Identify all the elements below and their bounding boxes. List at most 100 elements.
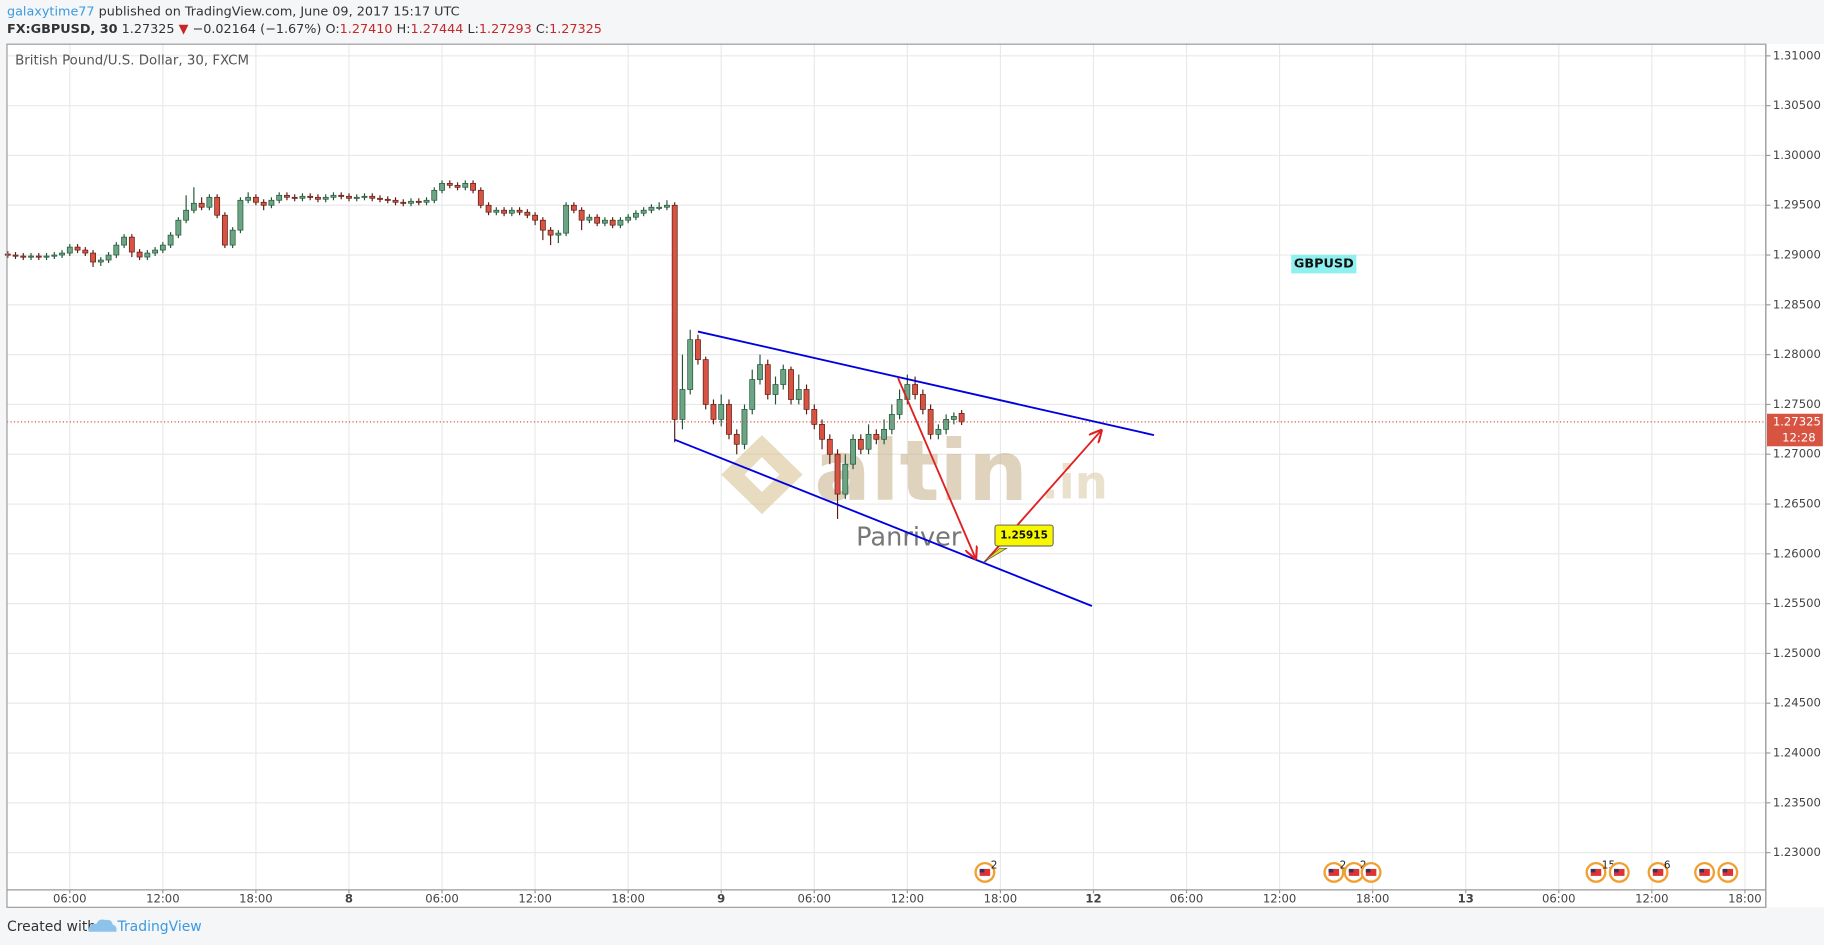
- candle-body: [105, 254, 112, 261]
- y-tick-label: 1.23000: [1773, 845, 1821, 859]
- candle-body: [446, 182, 453, 186]
- watermark: altin .in: [721, 422, 1108, 520]
- candle-body: [625, 216, 632, 221]
- event-flag: [1614, 868, 1625, 876]
- trend-line: [674, 438, 1093, 607]
- x-tick-label: 06:00: [1170, 892, 1204, 906]
- event-flag: [979, 868, 985, 873]
- candle-body: [97, 259, 104, 263]
- candle-body: [664, 204, 670, 208]
- event-flag: [1590, 868, 1596, 873]
- y-tick-label: 1.30000: [1773, 148, 1821, 162]
- candle-body: [66, 246, 73, 254]
- candle-body: [28, 255, 34, 258]
- x-tick-label: 12: [1085, 892, 1101, 906]
- candle-body: [617, 219, 624, 226]
- y-tick-label: 1.25500: [1773, 596, 1821, 610]
- candle-body: [601, 219, 608, 224]
- candle-body: [408, 200, 414, 204]
- candle-body: [508, 209, 515, 214]
- x-tick-label: 06:00: [798, 892, 832, 906]
- y-tick-label: 1.31000: [1773, 48, 1821, 62]
- y-tick-label: 1.27000: [1773, 447, 1821, 461]
- event-flag: [1328, 868, 1334, 873]
- candle-body: [206, 196, 213, 208]
- trend-line: [697, 330, 1155, 437]
- candle-body: [958, 413, 965, 423]
- candle-body: [865, 433, 872, 450]
- candle-body: [726, 404, 732, 435]
- y-tick-label: 1.30500: [1773, 98, 1821, 112]
- candle-body: [338, 194, 345, 197]
- x-tick-label: 12:00: [1635, 892, 1669, 906]
- x-tick-label: 12:00: [146, 892, 180, 906]
- candle-body: [648, 206, 655, 211]
- candle-body: [516, 209, 523, 213]
- candle-body: [454, 184, 461, 188]
- change-arrow: ▼: [179, 22, 189, 37]
- c-label: C:: [536, 22, 549, 37]
- candle-body: [501, 209, 507, 214]
- last: 1.27325: [122, 22, 175, 37]
- callout-box: [994, 524, 1054, 547]
- candle-body: [710, 404, 717, 420]
- event-flag: [1590, 868, 1602, 876]
- plot-area: [6, 44, 1766, 890]
- event-count: 2: [1340, 859, 1347, 871]
- candle-body: [144, 252, 151, 258]
- chart-title: British Pound/U.S. Dollar, 30, FXCM: [15, 53, 249, 68]
- x-tick-label: 18:00: [239, 892, 273, 906]
- candle-body: [43, 255, 50, 258]
- candle-body: [873, 433, 880, 440]
- y-tick-label: 1.27500: [1773, 397, 1821, 411]
- candle-body: [221, 214, 228, 246]
- h-value: 1.27444: [411, 22, 464, 37]
- footer-brand[interactable]: TradingView: [116, 919, 201, 935]
- candle-body: [369, 195, 376, 199]
- x-tick-label: 18:00: [611, 892, 645, 906]
- x-tick-label: 06:00: [53, 892, 87, 906]
- candle-body: [764, 364, 771, 395]
- candle-body: [198, 202, 205, 208]
- candle-body: [485, 204, 492, 213]
- published: published on TradingView.com, June 09, 2…: [99, 4, 460, 19]
- candle-body: [330, 194, 337, 198]
- candle-body: [462, 182, 469, 188]
- l-label: L:: [467, 22, 478, 37]
- candle-body: [594, 216, 601, 224]
- author: galaxytime77: [7, 4, 95, 19]
- watermark-logo: [721, 435, 803, 515]
- candle-body: [237, 199, 244, 231]
- candle-body: [214, 196, 221, 216]
- x-tick-label: 8: [345, 892, 353, 906]
- candle-body: [772, 384, 779, 395]
- event-count: 15: [1602, 859, 1615, 871]
- candle-body: [679, 389, 686, 420]
- l-value: 1.27293: [479, 22, 532, 37]
- candle-body: [291, 196, 298, 199]
- o-label: O:: [326, 22, 340, 37]
- candle-body: [152, 249, 159, 254]
- candle-body: [51, 254, 58, 257]
- candle-body: [392, 199, 399, 203]
- candle-body: [702, 359, 709, 405]
- candle-body: [175, 219, 182, 236]
- candle-body: [532, 214, 539, 221]
- candle-body: [299, 195, 306, 199]
- y-tick-label: 1.25000: [1773, 646, 1821, 660]
- candle-body: [741, 409, 748, 445]
- x-tick-label: 18:00: [1728, 892, 1762, 906]
- footer-created: Created with: [7, 919, 96, 935]
- candle-body: [121, 236, 127, 246]
- x-tick-label: 12:00: [1263, 892, 1297, 906]
- candle-body: [757, 364, 763, 380]
- candle-body: [229, 229, 236, 246]
- change: −0.02164 (−1.67%): [193, 22, 322, 37]
- candle-body: [245, 196, 252, 201]
- candle-body: [74, 246, 81, 251]
- event-flag: [1652, 868, 1664, 876]
- candle-body: [718, 404, 725, 420]
- last-price-box: [1767, 413, 1823, 447]
- candle-body: [384, 198, 391, 201]
